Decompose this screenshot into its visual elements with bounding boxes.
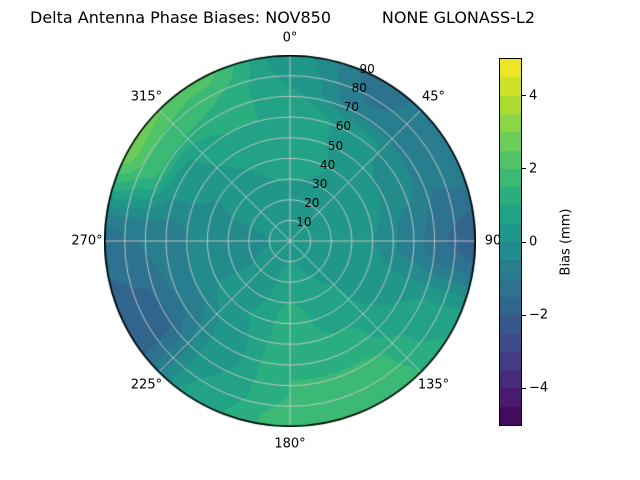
colorbar-tick-mark (522, 95, 526, 97)
colorbar-tick-label: −2 (529, 307, 549, 323)
theta-tick-label: 90 (484, 233, 502, 249)
chart-title: Delta Antenna Phase Biases: NOV850 NONE … (30, 8, 536, 27)
r-tick-label: 40 (319, 157, 336, 172)
r-tick-label: 90 (359, 62, 375, 77)
r-tick-label: 60 (335, 119, 352, 134)
theta-tick-label: 180° (274, 436, 306, 452)
r-tick-label: 20 (304, 195, 320, 210)
r-tick-label: 10 (296, 214, 312, 229)
colorbar-tick-label: 2 (529, 161, 538, 177)
theta-tick-label: 225° (130, 377, 163, 393)
colorbar-tick-label: 4 (529, 88, 538, 104)
theta-tick-label: 0° (282, 30, 298, 46)
theta-tick-label: 270° (71, 233, 103, 249)
colorbar-tick-mark (522, 387, 526, 389)
colorbar-tick-mark (522, 168, 526, 170)
theta-tick-label: 45° (422, 89, 446, 105)
colorbar-label: Bias (mm) (558, 208, 574, 276)
theta-tick-label: 315° (130, 89, 163, 105)
colorbar (500, 59, 521, 425)
r-tick-label: 30 (312, 176, 328, 191)
colorbar-tick-mark (522, 314, 526, 316)
r-tick-label: 50 (327, 138, 344, 153)
polar-heatmap (104, 55, 476, 427)
r-tick-label: 80 (351, 81, 367, 96)
r-tick-label: 70 (343, 100, 359, 115)
theta-tick-label: 135° (417, 377, 450, 393)
colorbar-tick-mark (522, 241, 526, 243)
colorbar-tick-label: −4 (529, 380, 549, 396)
colorbar-tick-label: 0 (529, 234, 538, 250)
